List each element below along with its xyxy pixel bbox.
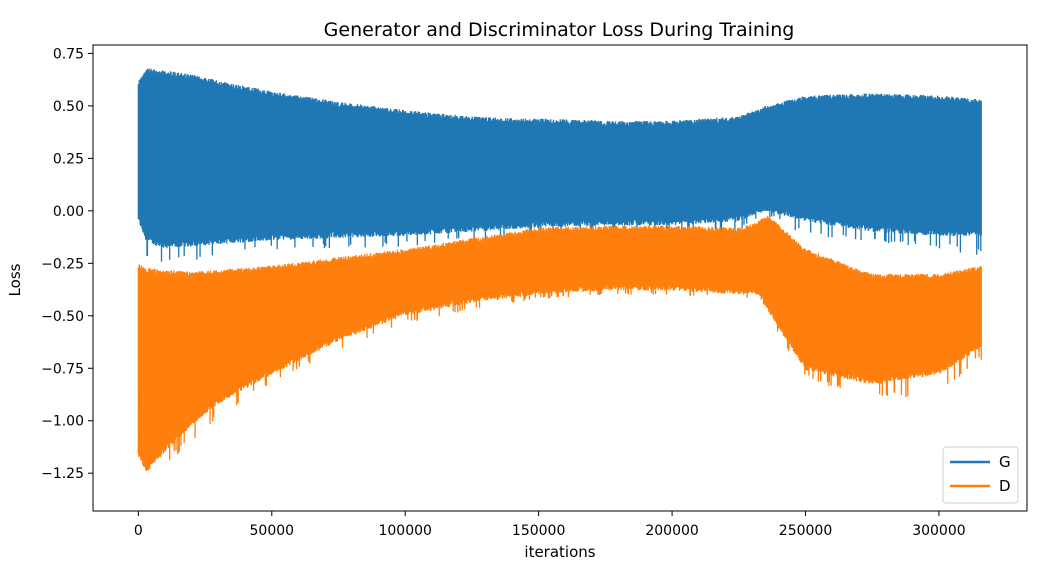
y-tick-label: −0.50	[41, 309, 84, 325]
x-tick-label: 200000	[645, 523, 698, 539]
y-axis-label: Loss	[6, 263, 24, 296]
x-tick-label: 250000	[779, 523, 832, 539]
y-tick-label: 0.25	[53, 151, 84, 167]
x-axis-label: iterations	[524, 543, 595, 561]
legend-label-d: D	[999, 477, 1011, 495]
axes-frame	[92, 44, 1028, 512]
y-tick-label: −0.75	[41, 361, 84, 377]
legend-label-g: G	[999, 453, 1011, 471]
chart-title: Generator and Discriminator Loss During …	[324, 19, 795, 41]
x-tick-label: 100000	[378, 523, 431, 539]
y-tick-label: −0.25	[41, 256, 84, 272]
series-line-d	[137, 215, 982, 471]
x-tick-label: 300000	[912, 523, 965, 539]
x-tick-label: 0	[134, 523, 143, 539]
plot-area	[137, 68, 982, 471]
y-tick-label: 0.75	[53, 46, 84, 62]
x-axis: 0 50000 100000 150000 200000 250000 300000	[134, 511, 966, 539]
y-tick-label: 0.50	[53, 99, 84, 115]
y-tick-label: 0.00	[53, 204, 84, 220]
y-tick-label: −1.25	[41, 466, 84, 482]
legend: G D	[942, 446, 1019, 504]
y-tick-label: −1.00	[41, 414, 84, 430]
x-tick-label: 50000	[250, 523, 295, 539]
series-line-g	[137, 68, 982, 262]
x-tick-label: 150000	[512, 523, 565, 539]
y-axis: 0.75 0.50 0.25 0.00 −0.25 −0.50 −0.75 −1.00 −1.2…	[41, 46, 93, 482]
